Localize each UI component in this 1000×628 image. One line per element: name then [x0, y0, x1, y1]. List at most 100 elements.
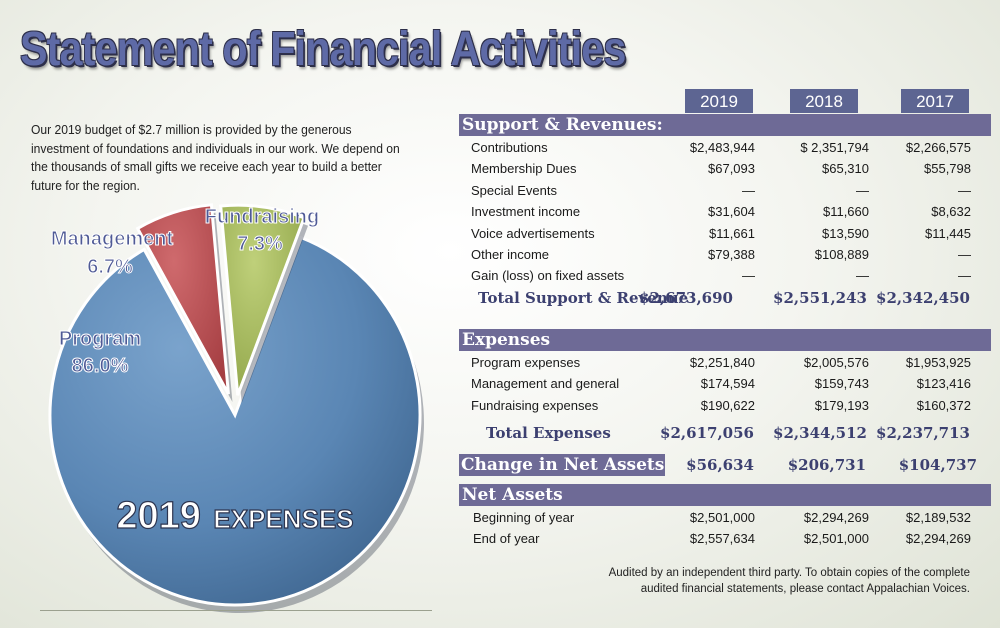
expense-row: Program expenses $2,251,840 $2,005,576 $1,9…	[471, 352, 991, 373]
support-value-2019: —	[742, 182, 755, 198]
net-assets-row: Beginning of year $2,501,000 $2,294,269 $2,…	[471, 507, 991, 528]
expense-row: Fundraising expenses $190,622 $179,193 $160…	[471, 395, 991, 416]
audit-note-line-1: Audited by an independent third party. T…	[608, 567, 970, 579]
support-value-2018: —	[856, 268, 869, 284]
chart-label-program-value: 86.0%	[72, 355, 129, 377]
audit-note-line-2: audited financial statements, please con…	[640, 583, 970, 595]
support-value-2017: $8,632	[931, 204, 971, 220]
section-header-support: Support & Revenues:	[459, 114, 991, 136]
support-row: Special Events — — —	[471, 180, 991, 201]
support-value-2018: $ 2,351,794	[800, 140, 869, 155]
intro-paragraph: Our 2019 budget of $2.7 million is provi…	[31, 122, 400, 193]
total-expenses-2019: $2,617,056	[660, 424, 754, 442]
support-value-2018: $108,889	[814, 247, 869, 262]
support-row-label: Contributions	[471, 140, 548, 155]
chart-caption-word: EXPENSES	[213, 504, 353, 534]
net-assets-row: End of year $2,557,634 $2,501,000 $2,294,26…	[471, 528, 991, 549]
support-value-2017: $11,445	[924, 225, 971, 241]
net-assets-value-2017: $2,189,532	[905, 510, 971, 525]
section-header-expenses: Expenses	[459, 329, 991, 351]
year-header-2019: 2019	[685, 89, 753, 113]
year-header-2018: 2018	[790, 89, 858, 113]
change-net-assets-2018: $206,731	[787, 456, 866, 474]
total-support-2019: $2,673,690	[639, 289, 733, 307]
expense-row: Management and general $174,594 $159,743 $1…	[471, 373, 991, 394]
support-row: Contributions $2,483,944 $ 2,351,794 $2,266…	[471, 137, 991, 158]
support-row: Gain (loss) on fixed assets — — —	[471, 265, 991, 286]
expense-value-2019: $190,622	[700, 397, 755, 413]
support-value-2019: $2,483,944	[689, 140, 755, 155]
net-assets-row-label: Beginning of year	[473, 510, 575, 525]
expense-row-label: Management and general	[471, 376, 620, 392]
support-value-2019: —	[742, 268, 755, 284]
support-value-2017: —	[958, 182, 971, 198]
total-support-label: Total Support & Revenue	[478, 289, 689, 307]
support-row: Investment income $31,604 $11,660 $8,632	[471, 201, 991, 222]
support-value-2019: $67,093	[708, 161, 755, 177]
net-assets-value-2017: $2,294,269	[905, 531, 971, 547]
total-expenses-label: Total Expenses	[486, 424, 611, 442]
expense-value-2019: $2,251,840	[689, 355, 755, 370]
total-support-row: Total Support & Revenue $2,673,690 $2,55…	[478, 289, 988, 311]
support-value-2019: $31,604	[708, 204, 755, 220]
section-header-net-assets: Net Assets	[459, 484, 991, 506]
chart-label-program-name: Program	[59, 328, 141, 350]
support-row: Membership Dues $67,093 $65,310 $55,798	[471, 158, 991, 179]
pie-slice-management	[135, 203, 230, 395]
support-value-2019: $79,388	[708, 247, 755, 262]
support-value-2017: $2,266,575	[905, 140, 971, 155]
expense-value-2017: $1,953,925	[905, 355, 971, 370]
expense-row-label: Program expenses	[471, 355, 581, 370]
expense-value-2018: $159,743	[814, 376, 869, 392]
year-header-2017: 2017	[901, 89, 969, 113]
support-row-label: Voice advertisements	[471, 225, 595, 241]
support-value-2018: $65,310	[822, 161, 869, 177]
total-expenses-2017: $2,237,713	[876, 424, 970, 442]
support-value-2018: $13,590	[822, 225, 869, 241]
support-row-label: Investment income	[471, 204, 581, 220]
bottom-divider	[40, 610, 432, 611]
chart-label-fundraising-name: Fundraising	[205, 206, 319, 228]
expense-value-2019: $174,594	[700, 376, 755, 392]
net-assets-value-2018: $2,501,000	[803, 531, 869, 547]
audit-note: Audited by an independent third party. T…	[609, 565, 970, 597]
pie-slice-program	[48, 235, 422, 607]
support-value-2017: —	[958, 268, 971, 284]
support-row: Voice advertisements $11,661 $13,590 $11,44…	[471, 223, 991, 244]
net-assets-value-2018: $2,294,269	[803, 510, 869, 525]
support-value-2017: $55,798	[924, 161, 971, 177]
support-value-2019: $11,661	[708, 225, 755, 241]
chart-label-management-name: Management	[51, 228, 174, 250]
support-row: Other income $79,388 $108,889 —	[471, 244, 991, 265]
expense-value-2018: $179,193	[814, 397, 869, 413]
support-value-2017: —	[958, 247, 971, 262]
expense-value-2017: $160,372	[916, 397, 971, 413]
support-value-2018: —	[856, 182, 869, 198]
net-assets-row-label: End of year	[473, 531, 540, 547]
change-net-assets-2019: $56,634	[686, 456, 754, 474]
net-assets-value-2019: $2,501,000	[689, 510, 755, 525]
chart-label-management-value: 6.7%	[87, 256, 133, 278]
support-row-label: Gain (loss) on fixed assets	[471, 268, 625, 284]
total-support-2017: $2,342,450	[876, 289, 970, 307]
expense-value-2018: $2,005,576	[803, 355, 869, 370]
support-row-label: Membership Dues	[471, 161, 577, 177]
total-expenses-2018: $2,344,512	[773, 424, 867, 442]
change-net-assets-label: Change in Net Assets	[459, 454, 665, 476]
total-expenses-row: Total Expenses $2,617,056 $2,344,512 $2,…	[486, 424, 988, 446]
change-net-assets-row: $56,634 $206,731 $104,737	[660, 456, 990, 478]
chart-caption: 2019 EXPENSES	[116, 495, 353, 537]
expense-row-label: Fundraising expenses	[471, 397, 599, 413]
net-assets-value-2019: $2,557,634	[689, 531, 755, 547]
total-support-2018: $2,551,243	[773, 289, 867, 307]
support-row-label: Other income	[471, 247, 550, 262]
chart-label-fundraising-value: 7.3%	[237, 233, 283, 255]
expense-value-2017: $123,416	[916, 376, 971, 392]
change-net-assets-2017: $104,737	[898, 456, 977, 474]
pie-slice-fundraising	[219, 203, 306, 396]
chart-caption-year: 2019	[116, 495, 201, 537]
page-title: Statement of Financial Activities	[20, 23, 626, 76]
support-row-label: Special Events	[471, 182, 557, 198]
support-value-2018: $11,660	[822, 204, 869, 220]
expenses-pie-chart: Program 86.0% Management 6.7% Fundraisin…	[48, 203, 425, 613]
